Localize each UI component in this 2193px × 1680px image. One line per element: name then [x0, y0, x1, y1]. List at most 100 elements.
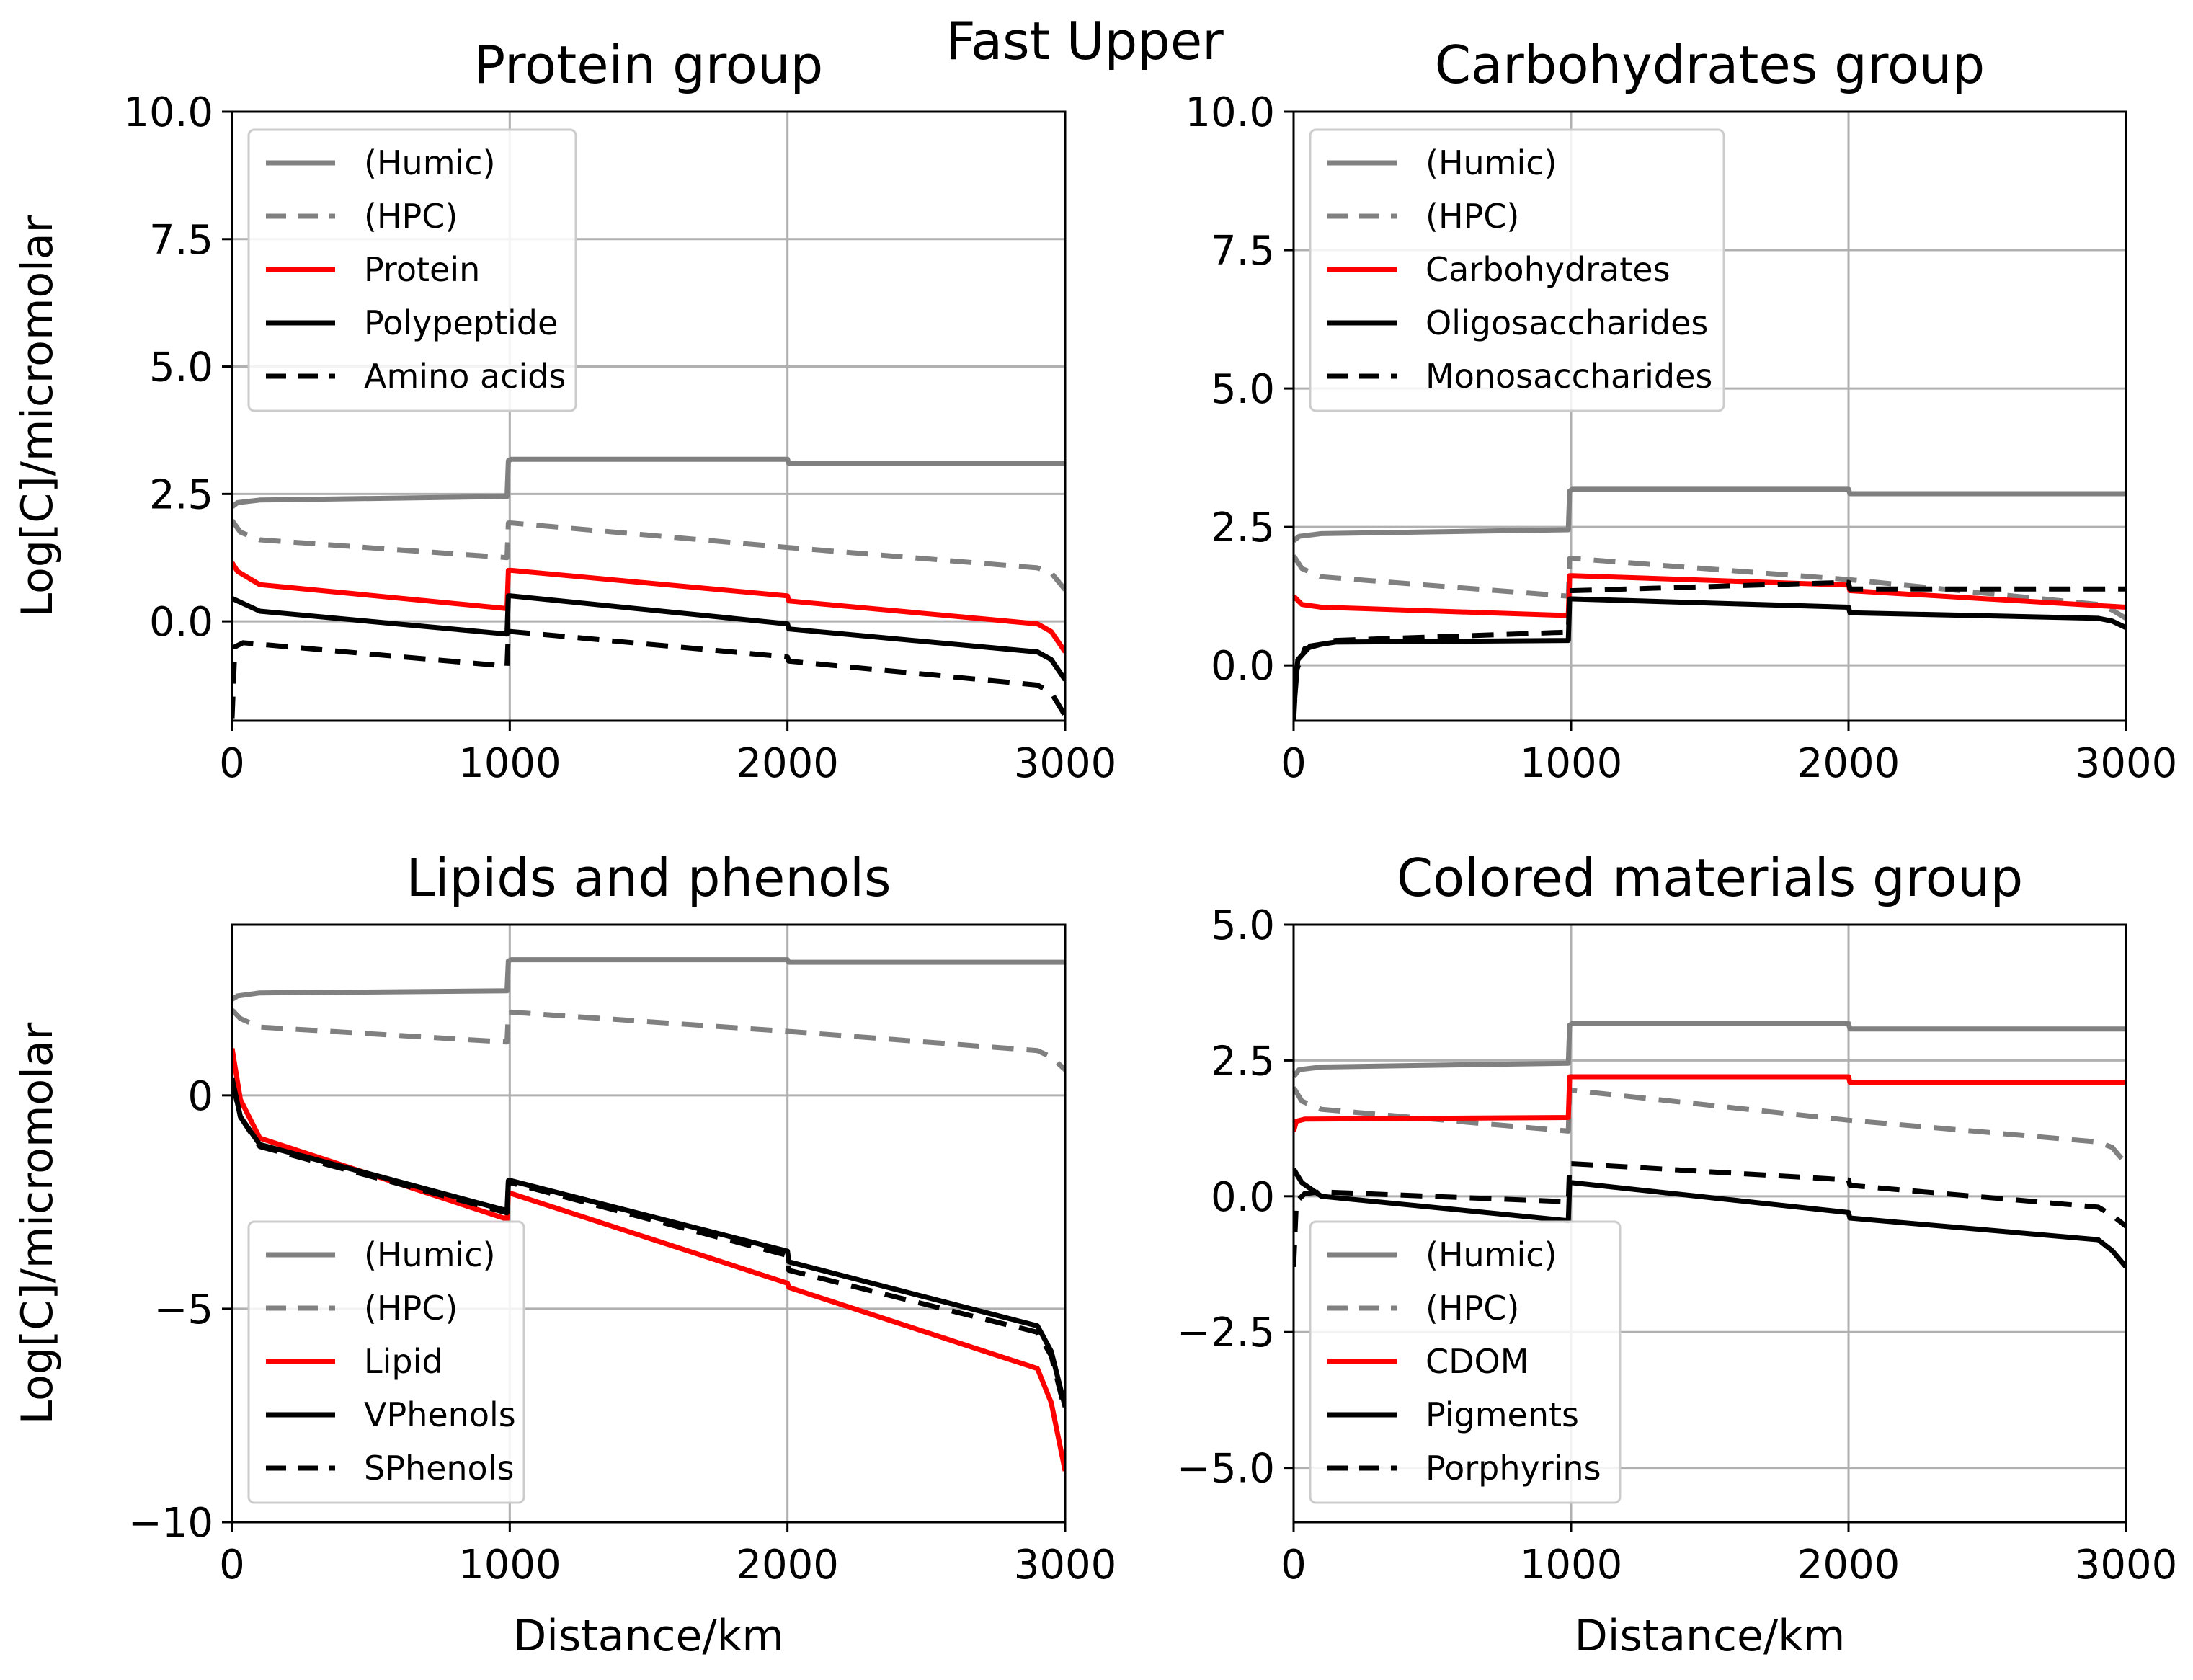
legend-frame: [247, 128, 577, 412]
x-tick-label: 3000: [1014, 740, 1117, 787]
x-tick-label: 3000: [2075, 1542, 2178, 1588]
series-line-porphyrins: [1294, 1161, 2126, 1267]
legend-entry-label: Amino acids: [364, 357, 566, 396]
axes-frame: [231, 923, 1067, 1524]
y-tick-label: 10.0: [123, 89, 213, 136]
legend-frame: [1309, 128, 1725, 412]
y-tick-label: 7.5: [1211, 228, 1275, 275]
series-line-humic: [1294, 1021, 2126, 1079]
legend-entry-label: Porphyrins: [1425, 1449, 1601, 1488]
legend-entry-label: (HPC): [364, 197, 458, 236]
x-tick-label: 3000: [1014, 1542, 1117, 1588]
series-group: [232, 456, 1065, 719]
x-axis-label: Distance/km: [1575, 1611, 1846, 1661]
y-tick-label: 2.5: [1211, 1038, 1275, 1085]
legend-entry-label: VPhenols: [364, 1395, 516, 1434]
legend-entry-label: (Humic): [364, 143, 496, 182]
series-line-hpc: [232, 519, 1065, 592]
series-line-hpc: [232, 1008, 1065, 1072]
series-group: [232, 957, 1065, 1472]
y-tick-label: 2.5: [1211, 505, 1275, 551]
panel-title: Lipids and phenols: [406, 848, 891, 908]
y-tick-label: 0.0: [149, 599, 213, 646]
legend: (Humic) (HPC) Protein Polypeptide Amino acid…: [247, 128, 577, 412]
subplot-2: 0 1000 2000 3000 0.0 2.5 5.0 7.5 10.0 Carbohydrat…: [1185, 35, 2177, 787]
axes-frame: [1292, 110, 2127, 722]
legend-entry-label: (Humic): [364, 1235, 496, 1274]
series-line-lipid: [232, 1048, 1065, 1472]
y-tick-label: −5.0: [1177, 1446, 1275, 1493]
x-tick-label: 3000: [2075, 740, 2178, 787]
axes-frame: [1292, 923, 2127, 1524]
subplot-3: 0 1000 2000 3000 0 −5 −10 Lipids and phenols Dis…: [12, 848, 1116, 1661]
y-tick-label: 7.5: [149, 217, 213, 264]
x-tick-label: 0: [1281, 740, 1307, 787]
legend-entry-label: (Humic): [1425, 143, 1557, 182]
series-line-sphenols: [232, 1080, 1065, 1412]
axes-frame: [231, 110, 1067, 722]
series-line-humic: [1294, 486, 2126, 543]
legend-entry-label: SPhenols: [364, 1449, 514, 1488]
legend-frame: [247, 1220, 525, 1504]
legend: (Humic) (HPC) Lipid VPhenols SPhenols: [247, 1220, 525, 1504]
x-tick-label: 1000: [458, 1542, 561, 1588]
y-tick-label: −10: [128, 1500, 213, 1547]
x-tick-label: 2000: [1797, 740, 1900, 787]
series-line-cdom: [1294, 1074, 2126, 1132]
x-tick-label: 2000: [736, 1542, 839, 1588]
series-line-hpc: [1294, 554, 2126, 621]
panel-title: Carbohydrates group: [1435, 35, 1985, 95]
series-line-amino-acids: [232, 628, 1065, 719]
y-tick-label: 10.0: [1185, 89, 1275, 136]
figure-suptitle: Fast Upper: [946, 11, 1224, 71]
x-tick-label: 2000: [736, 740, 839, 787]
legend-entry-label: Oligosaccharides: [1425, 303, 1708, 342]
y-tick-label: −2.5: [1177, 1310, 1275, 1356]
legend-entry-label: Protein: [364, 250, 480, 289]
legend-entry-label: Polypeptide: [364, 303, 558, 342]
x-tick-label: 0: [219, 740, 245, 787]
subplot-4: 0 1000 2000 3000 5.0 2.5 0.0 −2.5 −5.0 Colored ma…: [1177, 848, 2177, 1661]
series-line-humic: [232, 957, 1065, 1002]
series-line-protein: [232, 561, 1065, 654]
legend-entry-label: (HPC): [364, 1289, 458, 1328]
x-tick-label: 1000: [1520, 1542, 1623, 1588]
subplot-1: 0 1000 2000 3000 0.0 2.5 5.0 7.5 10.0 Protein gro…: [12, 35, 1116, 787]
y-tick-label: 5.0: [1211, 902, 1275, 949]
panel-title: Colored materials group: [1397, 848, 2023, 908]
y-tick-label: 5.0: [149, 345, 213, 391]
legend-entry-label: CDOM: [1425, 1342, 1529, 1381]
legend-entry-label: (HPC): [1425, 1289, 1519, 1328]
y-tick-label: 0: [187, 1073, 213, 1120]
legend-entry-label: Monosaccharides: [1425, 357, 1712, 396]
x-tick-label: 0: [1281, 1542, 1307, 1588]
series-line-humic: [232, 456, 1065, 509]
legend-frame: [1309, 1220, 1622, 1504]
y-axis-label: Log[C]/micromolar: [12, 1022, 63, 1424]
x-tick-label: 1000: [1520, 740, 1623, 787]
y-tick-label: −5: [154, 1286, 213, 1333]
series-line-polypeptide: [232, 593, 1065, 682]
subplot-grid: 0 1000 2000 3000 0.0 2.5 5.0 7.5 10.0 Protein gro…: [12, 35, 2177, 1661]
y-tick-label: 0.0: [1211, 643, 1275, 690]
x-tick-label: 1000: [458, 740, 561, 787]
y-axis-label: Log[C]/micromolar: [12, 215, 63, 617]
panel-title: Protein group: [474, 35, 823, 95]
series-group: [1294, 1021, 2126, 1269]
legend: (Humic) (HPC) Carbohydrates Oligosaccharide…: [1309, 128, 1725, 412]
y-tick-label: 0.0: [1211, 1174, 1275, 1221]
legend: (Humic) (HPC) CDOM Pigments Porphyrins: [1309, 1220, 1622, 1504]
y-tick-label: 2.5: [149, 471, 213, 518]
legend-entry-label: Pigments: [1425, 1395, 1579, 1434]
x-axis-label: Distance/km: [513, 1611, 784, 1661]
legend-entry-label: (Humic): [1425, 1235, 1557, 1274]
legend-entry-label: Carbohydrates: [1425, 250, 1671, 289]
legend-entry-label: (HPC): [1425, 197, 1519, 236]
series-group: [1294, 486, 2126, 721]
x-tick-label: 2000: [1797, 1542, 1900, 1588]
x-tick-label: 0: [219, 1542, 245, 1588]
y-tick-label: 5.0: [1211, 366, 1275, 413]
legend-entry-label: Lipid: [364, 1342, 443, 1381]
series-line-monosaccharides: [1294, 579, 2126, 721]
